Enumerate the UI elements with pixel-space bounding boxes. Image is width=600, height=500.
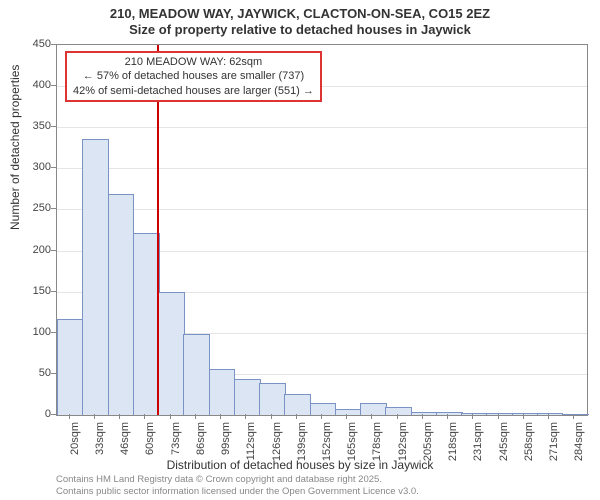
y-tick-mark (51, 250, 56, 251)
x-tick-mark (69, 414, 70, 419)
x-tick-mark (119, 414, 120, 419)
histogram-bar (461, 413, 488, 415)
histogram-bar (310, 403, 337, 416)
x-tick-mark (296, 414, 297, 419)
x-tick-mark (397, 414, 398, 419)
callout-box: 210 MEADOW WAY: 62sqm← 57% of detached h… (65, 51, 322, 102)
footer-line-1: Contains HM Land Registry data © Crown c… (56, 474, 419, 485)
x-tick-mark (523, 414, 524, 419)
x-tick-mark (548, 414, 549, 419)
gridline (57, 168, 587, 169)
y-tick-label: 450 (33, 38, 51, 50)
x-tick-label: 46sqm (119, 422, 131, 462)
x-tick-label: 165sqm (346, 422, 358, 462)
x-tick-mark (245, 414, 246, 419)
x-tick-mark (144, 414, 145, 419)
x-tick-label: 126sqm (271, 422, 283, 462)
x-tick-label: 231sqm (472, 422, 484, 462)
x-tick-mark (271, 414, 272, 419)
histogram-bar (385, 407, 412, 415)
histogram-bar (108, 194, 135, 415)
y-tick-label: 350 (33, 120, 51, 132)
y-tick-mark (51, 291, 56, 292)
x-tick-label: 33sqm (94, 422, 106, 462)
y-tick-mark (51, 373, 56, 374)
x-tick-mark (422, 414, 423, 419)
histogram-bar (335, 409, 362, 415)
histogram-bar (209, 369, 236, 415)
chart-title-subtitle: Size of property relative to detached ho… (0, 22, 600, 37)
x-tick-mark (346, 414, 347, 419)
x-tick-mark (447, 414, 448, 419)
x-tick-label: 112sqm (245, 422, 257, 462)
y-tick-mark (51, 208, 56, 209)
y-tick-label: 300 (33, 161, 51, 173)
x-tick-mark (371, 414, 372, 419)
x-tick-label: 73sqm (170, 422, 182, 462)
y-tick-mark (51, 332, 56, 333)
histogram-bar (360, 403, 387, 416)
y-axis-label: Number of detached properties (8, 65, 22, 230)
gridline (57, 127, 587, 128)
histogram-bar (57, 319, 84, 415)
x-tick-label: 258sqm (523, 422, 535, 462)
histogram-bar (183, 334, 210, 415)
x-tick-label: 284sqm (573, 422, 585, 462)
x-tick-label: 205sqm (422, 422, 434, 462)
x-tick-label: 139sqm (296, 422, 308, 462)
chart-title-address: 210, MEADOW WAY, JAYWICK, CLACTON-ON-SEA… (0, 6, 600, 21)
plot-area: 210 MEADOW WAY: 62sqm← 57% of detached h… (56, 44, 588, 416)
x-tick-label: 192sqm (397, 422, 409, 462)
histogram-bar (284, 394, 311, 415)
x-tick-label: 271sqm (548, 422, 560, 462)
x-tick-label: 99sqm (220, 422, 232, 462)
histogram-bar (512, 413, 539, 415)
y-tick-label: 200 (33, 244, 51, 256)
histogram-bar (537, 413, 564, 415)
x-tick-mark (170, 414, 171, 419)
x-tick-label: 86sqm (195, 422, 207, 462)
y-tick-label: 400 (33, 79, 51, 91)
callout-larger: 42% of semi-detached houses are larger (… (73, 84, 314, 98)
footer-attribution: Contains HM Land Registry data © Crown c… (56, 474, 419, 497)
y-tick-mark (51, 126, 56, 127)
x-tick-mark (321, 414, 322, 419)
callout-title: 210 MEADOW WAY: 62sqm (73, 55, 314, 69)
histogram-bar (562, 414, 589, 415)
histogram-bar (82, 139, 109, 415)
x-tick-mark (573, 414, 574, 419)
x-tick-label: 20sqm (69, 422, 81, 462)
x-tick-label: 245sqm (498, 422, 510, 462)
histogram-bar (158, 292, 185, 415)
histogram-bar (133, 233, 160, 415)
callout-smaller: ← 57% of detached houses are smaller (73… (73, 69, 314, 83)
footer-line-2: Contains public sector information licen… (56, 486, 419, 497)
x-tick-label: 218sqm (447, 422, 459, 462)
x-tick-mark (472, 414, 473, 419)
y-tick-label: 150 (33, 285, 51, 297)
y-tick-mark (51, 85, 56, 86)
x-tick-mark (195, 414, 196, 419)
histogram-bar (234, 379, 261, 415)
y-tick-mark (51, 167, 56, 168)
histogram-bar (486, 413, 513, 415)
histogram-bar (411, 412, 438, 415)
x-tick-label: 178sqm (371, 422, 383, 462)
y-tick-label: 50 (39, 367, 51, 379)
y-tick-mark (51, 414, 56, 415)
y-tick-label: 100 (33, 326, 51, 338)
x-tick-label: 152sqm (321, 422, 333, 462)
histogram-bar (259, 383, 286, 415)
gridline (57, 209, 587, 210)
histogram-bar (436, 412, 463, 415)
x-tick-label: 60sqm (144, 422, 156, 462)
y-tick-mark (51, 44, 56, 45)
x-tick-mark (94, 414, 95, 419)
x-tick-mark (220, 414, 221, 419)
x-tick-mark (498, 414, 499, 419)
y-tick-label: 250 (33, 202, 51, 214)
